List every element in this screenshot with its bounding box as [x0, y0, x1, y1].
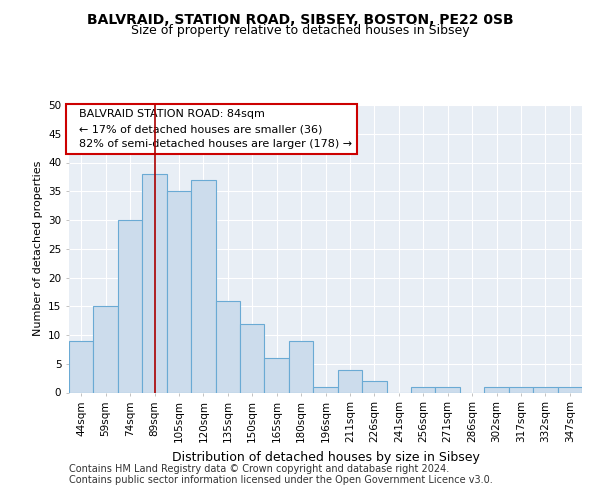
Bar — [69, 341, 94, 392]
Text: BALVRAID, STATION ROAD, SIBSEY, BOSTON, PE22 0SB: BALVRAID, STATION ROAD, SIBSEY, BOSTON, … — [86, 12, 514, 26]
Bar — [240, 324, 265, 392]
Bar — [265, 358, 289, 392]
Bar — [94, 306, 118, 392]
Bar — [509, 387, 533, 392]
Bar — [362, 381, 386, 392]
Bar — [411, 387, 436, 392]
Bar — [436, 387, 460, 392]
Text: BALVRAID STATION ROAD: 84sqm
  ← 17% of detached houses are smaller (36)
  82% o: BALVRAID STATION ROAD: 84sqm ← 17% of de… — [71, 110, 352, 149]
Y-axis label: Number of detached properties: Number of detached properties — [32, 161, 43, 336]
Bar — [557, 387, 582, 392]
Text: Size of property relative to detached houses in Sibsey: Size of property relative to detached ho… — [131, 24, 469, 37]
Bar — [191, 180, 215, 392]
Bar — [118, 220, 142, 392]
Bar — [167, 191, 191, 392]
Bar — [289, 341, 313, 392]
Text: Contains HM Land Registry data © Crown copyright and database right 2024.: Contains HM Land Registry data © Crown c… — [69, 464, 449, 474]
Bar — [313, 387, 338, 392]
Text: Contains public sector information licensed under the Open Government Licence v3: Contains public sector information licen… — [69, 475, 493, 485]
Bar — [142, 174, 167, 392]
Bar — [533, 387, 557, 392]
Bar — [484, 387, 509, 392]
X-axis label: Distribution of detached houses by size in Sibsey: Distribution of detached houses by size … — [172, 450, 479, 464]
Bar — [338, 370, 362, 392]
Bar — [215, 300, 240, 392]
